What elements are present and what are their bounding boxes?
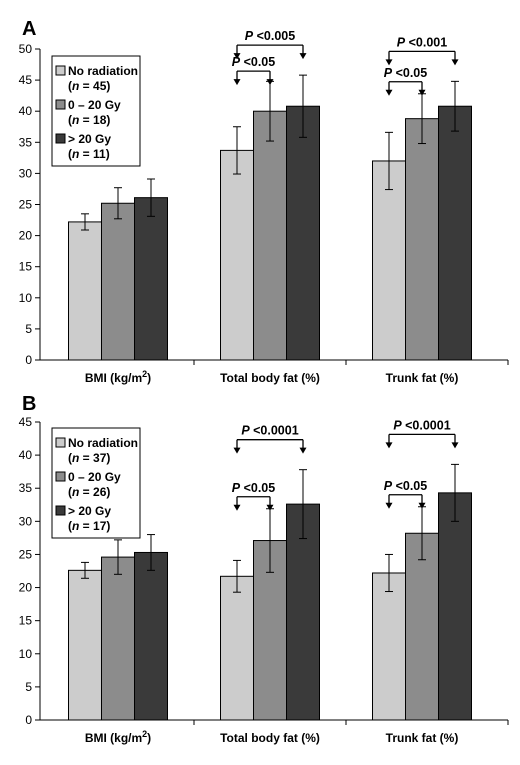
bar	[68, 221, 102, 361]
bar	[134, 551, 168, 721]
bar	[438, 105, 472, 361]
legend-swatch	[55, 505, 66, 516]
y-tick-label: 35	[19, 481, 33, 495]
significance-arrowhead	[385, 502, 393, 509]
legend-n: (n = 37)	[68, 451, 110, 465]
y-tick-label: 15	[19, 614, 33, 628]
y-tick-label: 5	[25, 322, 32, 336]
legend-box	[51, 55, 141, 167]
significance-arrowhead	[233, 447, 241, 454]
significance-label: P <0.001	[397, 35, 447, 49]
y-tick-label: 40	[19, 448, 33, 462]
y-tick-label: 25	[19, 198, 33, 212]
panel-a: A 0 5 10 15 20 25 30 35 40 45 50 BMI (kg/m2) Total bo…	[19, 18, 509, 385]
category-label: Total body fat (%)	[220, 731, 320, 745]
category-label: Total body fat (%)	[220, 371, 320, 385]
legend-swatch	[55, 133, 66, 144]
significance-arrowhead	[418, 89, 426, 96]
y-tick-label: 20	[19, 581, 33, 595]
y-tick-label: 20	[19, 229, 33, 243]
y-tick-label: 15	[19, 260, 33, 274]
bar	[101, 556, 135, 721]
significance-label: P <0.05	[384, 479, 427, 493]
legend-label: 0 – 20 Gy	[68, 98, 121, 112]
significance-arrowhead	[233, 53, 241, 60]
legend-label: 0 – 20 Gy	[68, 470, 121, 484]
bar	[286, 105, 320, 361]
y-tick-label: 0	[25, 353, 32, 367]
legend-swatch	[55, 99, 66, 110]
legend-n: (n = 17)	[68, 519, 110, 533]
legend-n: (n = 11)	[68, 147, 110, 161]
legend: No radiation(n = 37) 0 – 20 Gy(n = 26) > 2…	[51, 427, 141, 539]
significance-arrowhead	[451, 442, 459, 449]
y-tick-label: 0	[25, 713, 32, 727]
bar	[134, 197, 168, 361]
y-tick-label: 5	[25, 680, 32, 694]
legend-label: > 20 Gy	[68, 132, 111, 146]
y-tick-label: 50	[19, 42, 33, 56]
legend-swatch	[55, 471, 66, 482]
legend-swatch	[55, 65, 66, 76]
bar	[372, 160, 406, 361]
legend-swatch	[55, 437, 66, 448]
y-tick-label: 30	[19, 514, 33, 528]
bar	[286, 503, 320, 721]
y-tick-label: 30	[19, 166, 33, 180]
y-tick-label: 25	[19, 547, 33, 561]
legend-n: (n = 26)	[68, 485, 110, 499]
significance-arrowhead	[233, 504, 241, 511]
significance-arrowhead	[233, 79, 241, 86]
y-tick-label: 35	[19, 135, 33, 149]
bar	[438, 492, 472, 721]
legend-label: No radiation	[68, 64, 138, 78]
bar	[101, 202, 135, 361]
significance-label: P <0.05	[232, 481, 275, 495]
significance-arrowhead	[266, 504, 274, 511]
y-tick-label: 45	[19, 415, 33, 429]
y-tick-label: 10	[19, 647, 33, 661]
significance-label: P <0.0001	[241, 424, 298, 438]
significance-arrowhead	[266, 79, 274, 86]
significance-arrowhead	[299, 53, 307, 60]
category-label: BMI (kg/m2)	[85, 369, 151, 385]
bar	[405, 118, 439, 361]
y-tick-label: 45	[19, 73, 33, 87]
category-label: Trunk fat (%)	[386, 371, 459, 385]
significance-label: P <0.05	[232, 55, 275, 69]
legend-label: > 20 Gy	[68, 504, 111, 518]
category-label: Trunk fat (%)	[386, 731, 459, 745]
legend: No radiation(n = 45) 0 – 20 Gy(n = 18) > 2…	[51, 55, 141, 167]
legend-box	[51, 427, 141, 539]
significance-arrowhead	[299, 447, 307, 454]
significance-label: P <0.0001	[393, 418, 450, 432]
legend-n: (n = 18)	[68, 113, 110, 127]
y-tick-label: 40	[19, 104, 33, 118]
bar	[372, 572, 406, 721]
legend-n: (n = 45)	[68, 79, 110, 93]
legend-label: No radiation	[68, 436, 138, 450]
significance-arrowhead	[418, 502, 426, 509]
bar	[68, 569, 102, 721]
significance-arrowhead	[451, 59, 459, 66]
y-tick-label: 10	[19, 291, 33, 305]
category-label: BMI (kg/m2)	[85, 729, 151, 745]
significance-arrowhead	[385, 59, 393, 66]
bar	[220, 149, 254, 361]
bar	[253, 110, 287, 361]
panel-letter: A	[22, 18, 36, 40]
panel-b: B 0 5 10 15 20 25 30 35 40 45 BMI (kg/m2) Total body…	[19, 393, 509, 745]
significance-label: P <0.05	[384, 66, 427, 80]
significance-arrowhead	[385, 442, 393, 449]
panel-letter: B	[22, 393, 36, 415]
significance-arrowhead	[385, 89, 393, 96]
bar	[220, 575, 254, 721]
bar	[405, 532, 439, 721]
significance-label: P <0.005	[245, 29, 295, 43]
